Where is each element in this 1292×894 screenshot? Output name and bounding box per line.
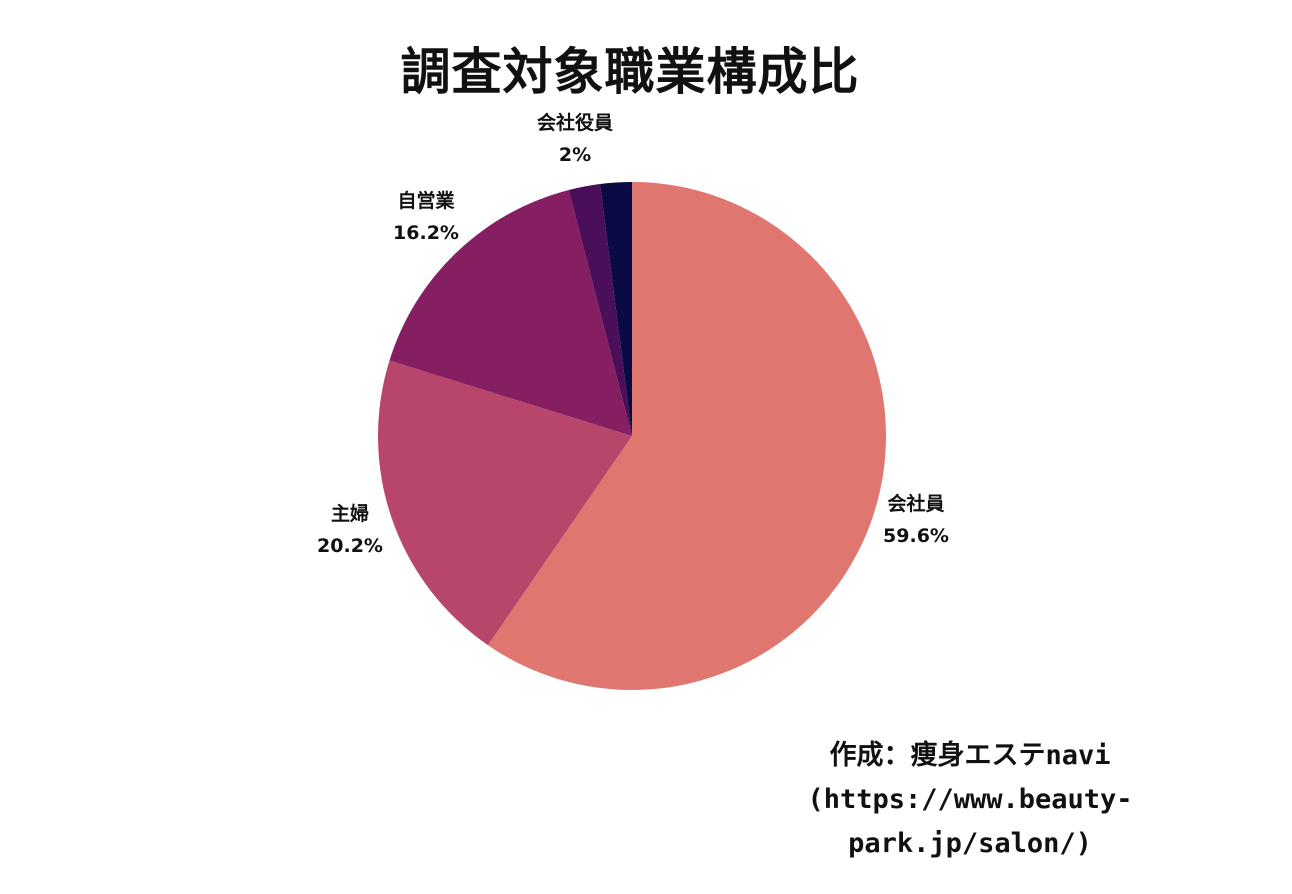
pie-slice-4 — [600, 182, 632, 436]
credit-text: 作成：痩身エステnavi (https://www.beauty- park.j… — [760, 734, 1180, 866]
slice-label-1: 主婦 — [331, 502, 369, 525]
credit-line-2: (https://www.beauty- — [807, 784, 1133, 815]
slice-label-2: 自営業 — [397, 189, 455, 212]
chart-title: 調査対象職業構成比 — [400, 43, 860, 101]
pie-slice-3 — [568, 184, 632, 436]
slice-value-label-0: 59.6% — [883, 525, 949, 547]
credit-line-1: 作成：痩身エステnavi — [829, 740, 1111, 771]
slice-label-0: 会社員 — [887, 492, 944, 515]
pie-slices — [377, 182, 886, 691]
credit-line-3: park.jp/salon/) — [848, 828, 1092, 859]
pie-slice-2 — [389, 189, 632, 436]
pie-slice-labels: 会社員 59.6% 主婦 20.2% 自営業 16.2% 会社役員 2% — [317, 111, 949, 557]
slice-value-label-1: 20.2% — [317, 535, 383, 557]
slice-value-label-3: 2% — [559, 144, 591, 166]
slice-value-label-2: 16.2% — [393, 222, 459, 244]
pie-slice-0 — [487, 182, 886, 691]
pie-slice-1 — [377, 360, 632, 646]
slice-label-3: 会社役員 — [537, 111, 613, 134]
